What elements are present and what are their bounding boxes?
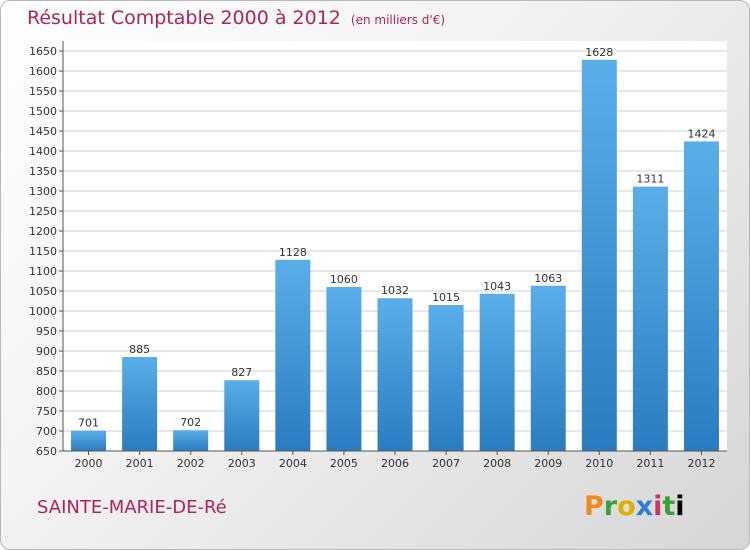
y-tick-label: 950: [36, 325, 57, 338]
y-tick-label: 1250: [29, 205, 57, 218]
y-tick-label: 1600: [29, 65, 57, 78]
bars: 701 885 702 827 1128 1060 1032 1015 1043 1063 1628…: [71, 46, 719, 452]
bar: [224, 380, 260, 451]
data-label: 702: [180, 416, 201, 429]
y-tick-label: 1650: [29, 45, 57, 58]
chart-title: Résultat Comptable 2000 à 2012 (en millie…: [27, 7, 445, 29]
place-name: SAINTE-MARIE-DE-Ré: [37, 497, 227, 518]
data-label: 1128: [279, 246, 307, 259]
y-tick-label: 1150: [29, 245, 57, 258]
y-tick-label: 1100: [29, 265, 57, 278]
y-tick-label: 1550: [29, 85, 57, 98]
x-tick-label: 2009: [534, 457, 562, 470]
data-label: 827: [231, 366, 252, 379]
y-tick-label: 1300: [29, 185, 57, 198]
data-label: 885: [129, 343, 150, 356]
y-tick-label: 650: [36, 445, 57, 458]
bar: [377, 298, 413, 451]
data-label: 1060: [330, 273, 358, 286]
y-tick-label: 1200: [29, 225, 57, 238]
bar: [428, 305, 464, 451]
bar: [326, 287, 362, 451]
y-tick-label: 1000: [29, 305, 57, 318]
y-tick-label: 700: [36, 425, 57, 438]
data-label: 1015: [432, 291, 460, 304]
x-tick-label: 2005: [330, 457, 358, 470]
y-tick-label: 800: [36, 385, 57, 398]
data-label: 1424: [687, 127, 715, 140]
chart-title-text: Résultat Comptable 2000 à 2012: [27, 7, 341, 29]
x-tick-label: 2007: [432, 457, 460, 470]
bar: [530, 285, 566, 451]
y-axis: 650 700 750 800 850 900 950 1000 1050 1100 1150 120…: [29, 41, 64, 458]
bar: [581, 59, 617, 452]
x-tick-label: 2006: [381, 457, 409, 470]
x-tick-label: 2004: [279, 457, 307, 470]
y-tick-label: 750: [36, 405, 57, 418]
y-tick-label: 1350: [29, 165, 57, 178]
y-tick-label: 1450: [29, 125, 57, 138]
x-tick-label: 2010: [585, 457, 613, 470]
data-label: 1628: [585, 46, 613, 59]
y-tick-label: 1400: [29, 145, 57, 158]
data-label: 701: [78, 417, 99, 430]
y-tick-label: 1050: [29, 285, 57, 298]
bar: [122, 357, 158, 451]
bar: [173, 430, 209, 451]
proxiti-logo: Proxiti: [584, 491, 685, 522]
chart-subtitle: (en milliers d'€): [350, 13, 446, 27]
x-tick-label: 2002: [177, 457, 205, 470]
data-label: 1063: [534, 272, 562, 285]
x-tick-label: 2003: [228, 457, 256, 470]
y-tick-label: 850: [36, 365, 57, 378]
x-tick-label: 2000: [75, 457, 103, 470]
x-tick-label: 2001: [126, 457, 154, 470]
x-tick-label: 2011: [636, 457, 664, 470]
x-axis: 2000 2001 2002 2003 2004 2005 2006 2007 2008 2009…: [63, 450, 727, 470]
x-tick-label: 2012: [687, 457, 715, 470]
y-tick-label: 900: [36, 345, 57, 358]
data-label: 1311: [636, 173, 664, 186]
bar: [479, 293, 515, 451]
x-tick-label: 2008: [483, 457, 511, 470]
bar: [632, 186, 668, 451]
bar: [275, 259, 311, 451]
data-label: 1043: [483, 280, 511, 293]
bar: [71, 430, 107, 451]
bar: [683, 141, 719, 451]
data-label: 1032: [381, 284, 409, 297]
y-tick-label: 1500: [29, 105, 57, 118]
